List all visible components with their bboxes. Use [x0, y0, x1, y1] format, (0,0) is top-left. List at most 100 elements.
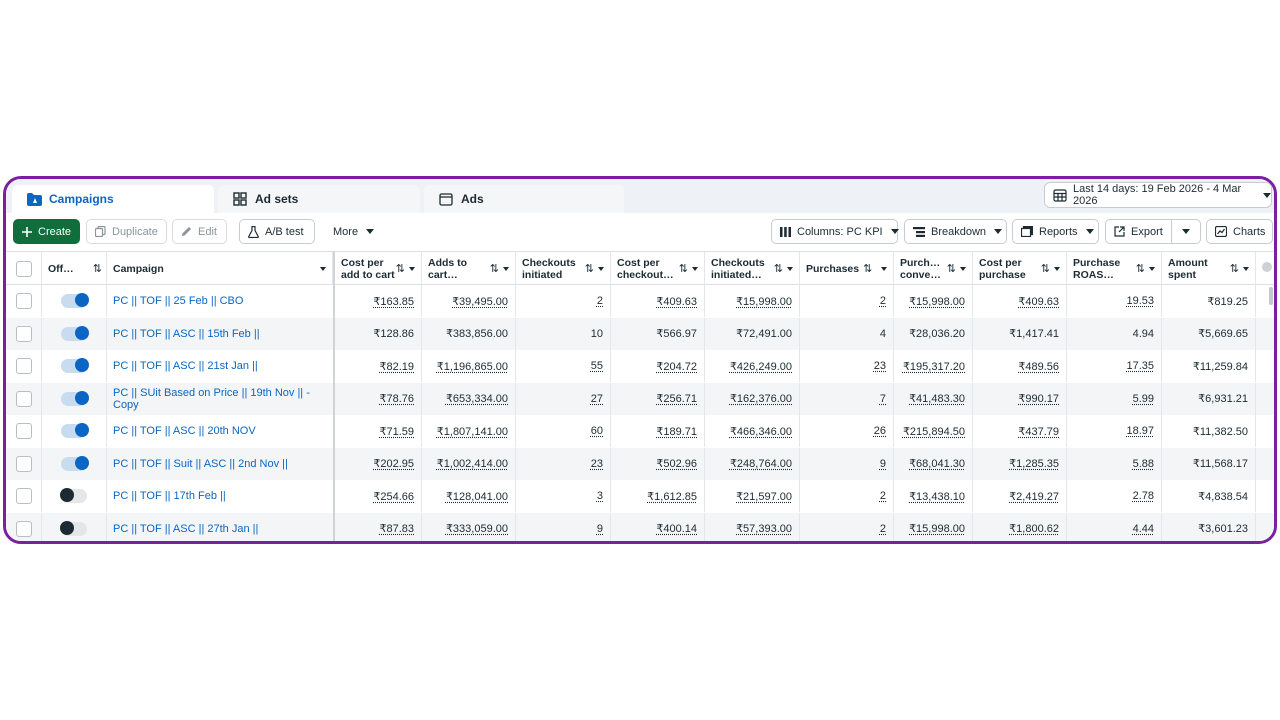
column-header-off[interactable]: Off… ⇅	[42, 252, 107, 285]
campaign-name-link[interactable]: PC || TOF || ASC || 20th NOV	[113, 425, 256, 437]
campaign-status-toggle[interactable]	[61, 390, 89, 406]
chevron-down-icon[interactable]	[598, 266, 604, 271]
chevron-down-icon[interactable]	[881, 266, 887, 271]
export-button[interactable]: Export	[1105, 219, 1172, 244]
sort-icon[interactable]: ⇅	[395, 262, 405, 275]
tab-ad-sets[interactable]: Ad sets	[218, 185, 420, 213]
column-header-cost-per-purchase[interactable]: Cost per purchase ⇅	[973, 252, 1067, 285]
column-header-purchase-roas[interactable]: Purchase ROAS… ⇅	[1067, 252, 1162, 285]
campaign-status-toggle[interactable]	[60, 520, 87, 536]
metric-cell-cpatc: ₹254.66	[335, 480, 422, 512]
metric-cell-atc: ₹128,041.00	[422, 480, 516, 512]
table-row[interactable]: PC || TOF || ASC || 27th Jan || ₹87.83 ₹33…	[6, 512, 1274, 541]
row-select-cell	[6, 415, 42, 447]
sort-icon[interactable]: ⇅	[1135, 262, 1145, 275]
sort-icon[interactable]: ⇅	[773, 262, 783, 275]
sort-icon[interactable]: ⇅	[946, 262, 956, 275]
table-row[interactable]: PC || TOF || ASC || 21st Jan || ₹82.19 ₹1,…	[6, 350, 1274, 383]
chevron-down-icon[interactable]	[409, 266, 415, 271]
chevron-down-icon[interactable]	[1149, 266, 1155, 271]
chevron-down-icon[interactable]	[787, 266, 793, 271]
sort-icon[interactable]: ⇅	[678, 262, 688, 275]
charts-button[interactable]: Charts	[1206, 219, 1273, 244]
metric-cell-spent: ₹4,838.54	[1162, 480, 1256, 512]
row-checkbox[interactable]	[15, 293, 32, 309]
metric-cell-spent: ₹5,669.65	[1162, 317, 1256, 350]
metric-cell-spent: ₹11,259.84	[1162, 350, 1256, 382]
column-header-amount-spent[interactable]: Amount spent ⇅	[1162, 252, 1256, 285]
breakdown-button[interactable]: Breakdown	[904, 219, 1007, 244]
campaign-name-link[interactable]: PC || TOF || 25 Feb || CBO	[113, 295, 244, 307]
column-header-purchases[interactable]: Purchases ⇅	[800, 252, 894, 285]
sort-icon[interactable]: ⇅	[92, 262, 102, 275]
column-header-campaign[interactable]: Campaign	[107, 252, 333, 285]
duplicate-icon	[95, 226, 106, 237]
metric-cell-cpci: ₹204.72	[611, 350, 705, 382]
column-header-checkouts-initiated[interactable]: Checkouts initiated ⇅	[516, 252, 611, 285]
create-button[interactable]: Create	[13, 219, 80, 244]
column-settings-icon[interactable]	[1262, 262, 1272, 272]
campaign-status-toggle[interactable]	[60, 488, 87, 503]
row-checkbox[interactable]	[15, 423, 32, 439]
row-checkbox[interactable]	[15, 358, 32, 374]
vertical-scrollbar[interactable]	[1269, 287, 1273, 305]
select-all-checkbox[interactable]	[15, 260, 32, 277]
chevron-down-icon[interactable]	[692, 266, 698, 271]
row-checkbox[interactable]	[15, 325, 32, 342]
columns-button[interactable]: Columns: PC KPI	[771, 219, 899, 244]
campaign-name-link[interactable]: PC || TOF || ASC || 15th Feb ||	[113, 327, 260, 340]
campaign-name-link[interactable]: PC || SUit Based on Price || 19th Nov ||…	[113, 386, 310, 411]
campaign-name-link[interactable]: PC || TOF || ASC || 21st Jan ||	[113, 360, 258, 372]
chevron-down-icon[interactable]	[1054, 266, 1060, 271]
table-row[interactable]: PC || SUit Based on Price || 19th Nov ||…	[6, 382, 1274, 415]
chevron-down-icon[interactable]	[1243, 266, 1249, 271]
campaign-status-toggle[interactable]	[61, 358, 89, 373]
campaign-name-link[interactable]: PC || TOF || ASC || 27th Jan ||	[113, 522, 259, 535]
table-row[interactable]: PC || TOF || 17th Feb || ₹254.66 ₹128,041.…	[6, 480, 1274, 513]
table-row[interactable]: PC || TOF || ASC || 15th Feb || ₹128.86 ₹3…	[6, 317, 1274, 350]
duplicate-button[interactable]: Duplicate	[86, 219, 167, 244]
column-header-label: Campaign	[113, 262, 164, 275]
metric-cell-atc: ₹383,856.00	[422, 317, 516, 350]
row-checkbox[interactable]	[15, 520, 32, 537]
edit-label: Edit	[198, 225, 217, 238]
reports-button[interactable]: Reports	[1012, 219, 1099, 244]
column-header-cost-per-add-to-cart[interactable]: Cost per add to cart ⇅	[335, 252, 422, 285]
campaign-status-toggle[interactable]	[61, 293, 89, 308]
campaign-status-toggle[interactable]	[61, 423, 89, 438]
metric-cell-cpci: ₹189.71	[611, 415, 705, 447]
sort-icon[interactable]: ⇅	[863, 262, 873, 275]
campaign-name-link[interactable]: PC || TOF || 17th Feb ||	[113, 490, 226, 502]
campaign-name-link[interactable]: PC || TOF || Suit || ASC || 2nd Nov ||	[113, 457, 288, 470]
row-checkbox[interactable]	[15, 488, 32, 504]
ab-test-button[interactable]: A/B test	[239, 219, 315, 244]
column-header-adds-to-cart[interactable]: Adds to cart… ⇅	[422, 252, 516, 285]
more-button[interactable]: More	[324, 219, 376, 244]
chevron-down-icon[interactable]	[960, 266, 966, 271]
chevron-down-icon[interactable]	[503, 266, 509, 271]
sort-icon[interactable]: ⇅	[584, 262, 594, 275]
table-row[interactable]: PC || TOF || Suit || ASC || 2nd Nov || ₹2…	[6, 447, 1274, 480]
metric-cell-purchases: 23	[800, 350, 894, 382]
tab-campaigns[interactable]: Campaigns	[12, 185, 214, 213]
campaign-status-toggle[interactable]	[61, 325, 89, 341]
table-row[interactable]: PC || TOF || ASC || 20th NOV ₹71.59 ₹1,807…	[6, 415, 1274, 448]
row-checkbox[interactable]	[15, 390, 32, 407]
metric-cell-atc: ₹1,807,141.00	[422, 415, 516, 447]
date-range-picker[interactable]: Last 14 days: 19 Feb 2026 - 4 Mar 2026	[1044, 182, 1272, 208]
chevron-down-icon[interactable]	[320, 266, 326, 271]
metric-value: 26	[873, 425, 886, 437]
metric-cell-cpp: ₹1,417.41	[973, 317, 1067, 350]
campaign-status-toggle[interactable]	[61, 455, 89, 471]
sort-icon[interactable]: ⇅	[489, 262, 499, 275]
column-header-checkouts-initiated-value[interactable]: Checkouts initiated… ⇅	[705, 252, 800, 285]
edit-button[interactable]: Edit	[172, 219, 227, 244]
tab-ads[interactable]: Ads	[424, 185, 624, 213]
row-checkbox[interactable]	[15, 455, 32, 472]
export-dropdown-button[interactable]	[1171, 219, 1201, 244]
table-row[interactable]: PC || TOF || 25 Feb || CBO ₹163.85 ₹39,495…	[6, 285, 1274, 318]
sort-icon[interactable]: ⇅	[1040, 262, 1050, 275]
sort-icon[interactable]: ⇅	[1229, 262, 1239, 275]
column-header-cost-per-checkout[interactable]: Cost per checkout… ⇅	[611, 252, 705, 285]
column-header-purchase-conversion-value[interactable]: Purch… conve… ⇅	[894, 252, 973, 285]
